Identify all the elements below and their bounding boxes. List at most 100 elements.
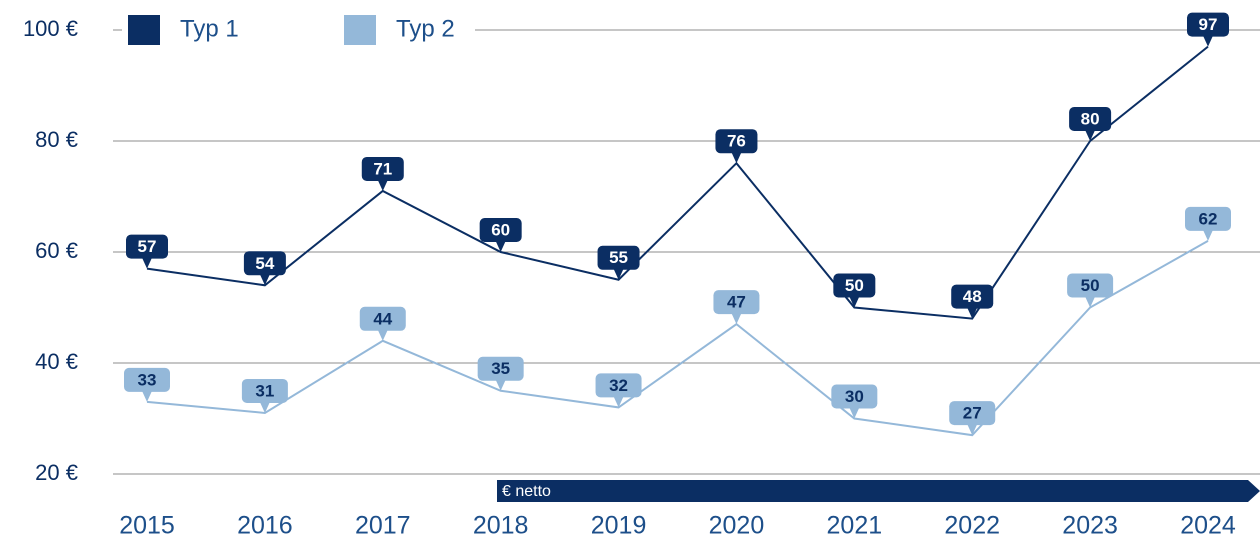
data-label-pointer bbox=[377, 329, 388, 341]
y-tick-label: 20 € bbox=[35, 460, 78, 485]
data-label-text: 97 bbox=[1199, 15, 1218, 34]
data-label-box bbox=[597, 245, 640, 270]
data-label-pointer bbox=[259, 274, 270, 286]
data-label: 50 bbox=[833, 273, 876, 308]
data-label-pointer bbox=[613, 396, 624, 408]
x-tick-label: 2023 bbox=[1062, 512, 1118, 540]
data-label-box bbox=[241, 378, 288, 403]
data-label: 35 bbox=[477, 356, 524, 391]
data-label-box bbox=[477, 356, 524, 381]
x-tick-label: 2019 bbox=[591, 512, 647, 540]
data-label-text: 57 bbox=[138, 237, 157, 256]
data-label-pointer bbox=[1203, 35, 1213, 47]
data-label-pointer bbox=[731, 152, 742, 164]
data-label-text: 54 bbox=[255, 254, 274, 273]
y-tick-label: 40 € bbox=[35, 349, 78, 374]
data-label-text: 76 bbox=[727, 132, 746, 151]
data-label: 50 bbox=[1067, 273, 1114, 308]
data-label-pointer bbox=[731, 313, 742, 325]
legend-label: Typ 2 bbox=[396, 15, 455, 42]
x-tick-label: 2022 bbox=[944, 512, 1000, 540]
x-tick-label: 2021 bbox=[827, 512, 883, 540]
data-label-box bbox=[713, 290, 760, 315]
series-line bbox=[146, 45, 1209, 320]
data-label: 62 bbox=[1185, 206, 1231, 241]
x-tick-label: 2024 bbox=[1180, 512, 1236, 540]
data-label-text: 50 bbox=[845, 276, 864, 295]
data-label-pointer bbox=[1085, 296, 1096, 308]
data-label-text: 48 bbox=[963, 287, 982, 306]
legend-swatch bbox=[128, 15, 160, 45]
data-label: 31 bbox=[241, 378, 288, 413]
data-label-pointer bbox=[1203, 229, 1213, 241]
data-label: 33 bbox=[124, 367, 170, 402]
data-label-pointer bbox=[849, 296, 860, 308]
data-label-box bbox=[1185, 206, 1231, 231]
x-tick-label: 2015 bbox=[119, 512, 175, 540]
data-label-text: 44 bbox=[373, 309, 392, 328]
data-label: 30 bbox=[831, 384, 878, 419]
data-label-box bbox=[951, 284, 994, 309]
data-label-text: 27 bbox=[963, 404, 982, 423]
data-label-box bbox=[1187, 12, 1229, 37]
data-label: 47 bbox=[713, 290, 760, 325]
x-tick-label: 2020 bbox=[709, 512, 765, 540]
data-label-box bbox=[479, 218, 522, 242]
data-label-text: 55 bbox=[609, 248, 628, 267]
data-label: 80 bbox=[1069, 107, 1112, 141]
y-tick-label: 60 € bbox=[35, 238, 78, 263]
series-line bbox=[146, 240, 1209, 437]
data-label-text: 80 bbox=[1081, 109, 1100, 128]
data-label: 76 bbox=[715, 129, 758, 164]
data-label-text: 35 bbox=[491, 359, 510, 378]
y-tick-label: 100 € bbox=[23, 16, 78, 41]
data-label-box bbox=[595, 373, 642, 398]
data-label-pointer bbox=[142, 390, 152, 402]
data-label-box bbox=[126, 234, 168, 259]
data-label-pointer bbox=[613, 268, 624, 280]
data-label-text: 71 bbox=[373, 159, 392, 178]
annotation: € netto bbox=[502, 483, 551, 500]
data-label-box bbox=[359, 306, 406, 331]
data-label-pointer bbox=[849, 407, 860, 419]
data-label: 60 bbox=[479, 218, 522, 252]
data-label-text: 60 bbox=[491, 220, 510, 239]
legend-swatch bbox=[344, 15, 376, 45]
x-tick-label: 2018 bbox=[473, 512, 529, 540]
x-tick-label: 2016 bbox=[237, 512, 293, 540]
data-label-pointer bbox=[377, 179, 388, 191]
data-label-text: 32 bbox=[609, 376, 628, 395]
data-label: 57 bbox=[126, 234, 168, 269]
data-label-pointer bbox=[495, 241, 506, 252]
data-label-text: 33 bbox=[138, 370, 157, 389]
x-tick-label: 2017 bbox=[355, 512, 411, 540]
data-label-box bbox=[361, 156, 404, 181]
data-label: 97 bbox=[1187, 12, 1229, 47]
data-label-box bbox=[715, 129, 758, 154]
data-label: 55 bbox=[597, 245, 640, 280]
data-label-text: 62 bbox=[1199, 209, 1218, 228]
data-label-pointer bbox=[967, 307, 978, 319]
data-label-pointer bbox=[1085, 130, 1096, 141]
data-label-text: 50 bbox=[1081, 276, 1100, 295]
data-label-pointer bbox=[495, 379, 506, 391]
data-label: 48 bbox=[951, 284, 994, 319]
legend-background bbox=[122, 8, 475, 52]
data-label-box bbox=[124, 367, 170, 392]
data-label: 71 bbox=[361, 156, 404, 191]
data-label: 54 bbox=[243, 251, 286, 286]
data-label-box bbox=[831, 384, 878, 409]
data-label-box bbox=[833, 273, 876, 298]
legend-label: Typ 1 bbox=[180, 15, 239, 42]
data-label-box bbox=[243, 251, 286, 276]
data-label-text: 31 bbox=[255, 381, 274, 400]
y-tick-label: 80 € bbox=[35, 127, 78, 152]
annotation-arrow bbox=[497, 480, 1260, 502]
data-label-box bbox=[949, 401, 996, 426]
data-label-box bbox=[1067, 273, 1114, 298]
data-label: 32 bbox=[595, 373, 642, 408]
data-label-text: 47 bbox=[727, 293, 746, 312]
data-label: 27 bbox=[949, 401, 996, 436]
data-label-text: 30 bbox=[845, 387, 864, 406]
